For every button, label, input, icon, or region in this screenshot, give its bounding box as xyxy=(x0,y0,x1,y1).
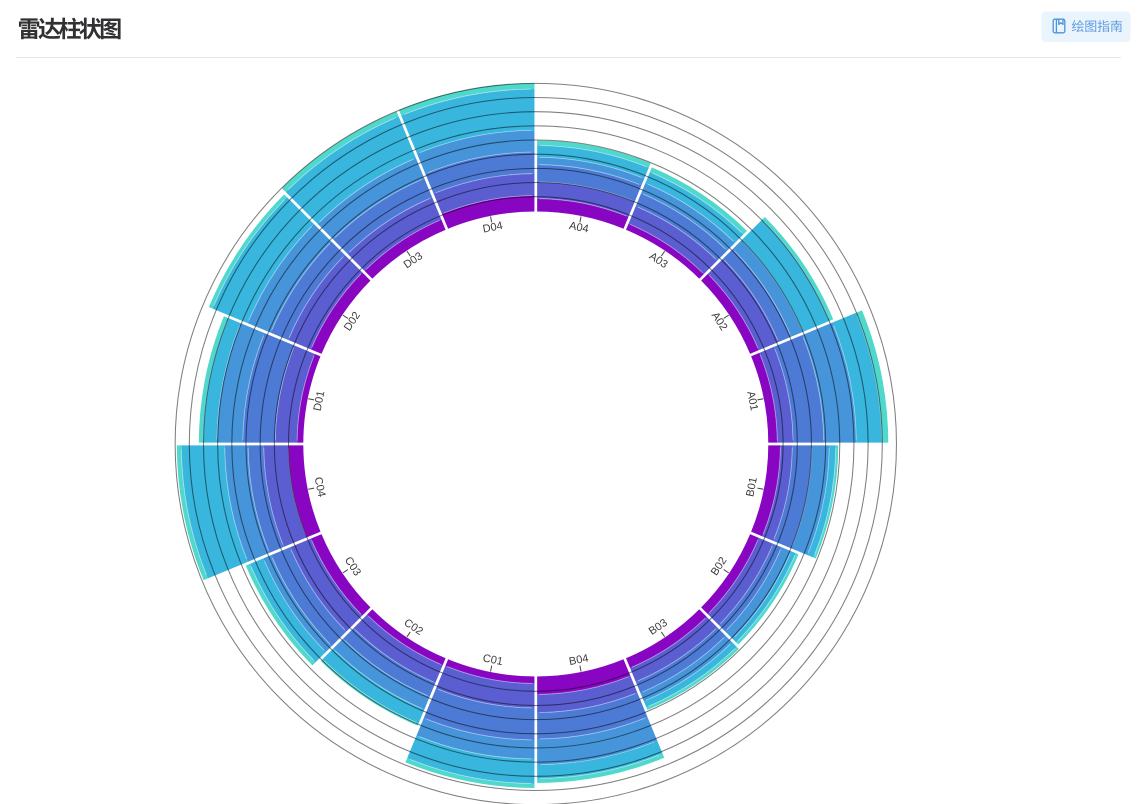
svg-text:D01: D01 xyxy=(312,390,328,412)
svg-text:C03: C03 xyxy=(342,555,363,578)
svg-text:C02: C02 xyxy=(402,617,425,638)
svg-text:D04: D04 xyxy=(482,220,504,236)
svg-text:A01: A01 xyxy=(744,390,760,412)
svg-text:A04: A04 xyxy=(568,220,590,236)
svg-text:C01: C01 xyxy=(482,652,504,668)
svg-text:A02: A02 xyxy=(709,310,730,333)
svg-text:A03: A03 xyxy=(647,250,670,271)
svg-text:D03: D03 xyxy=(402,250,425,271)
svg-text:B02: B02 xyxy=(709,555,730,578)
svg-text:C04: C04 xyxy=(312,476,328,498)
svg-text:B03: B03 xyxy=(647,617,670,638)
svg-text:B01: B01 xyxy=(744,476,760,498)
svg-text:B04: B04 xyxy=(568,652,590,668)
svg-text:D02: D02 xyxy=(342,310,363,333)
